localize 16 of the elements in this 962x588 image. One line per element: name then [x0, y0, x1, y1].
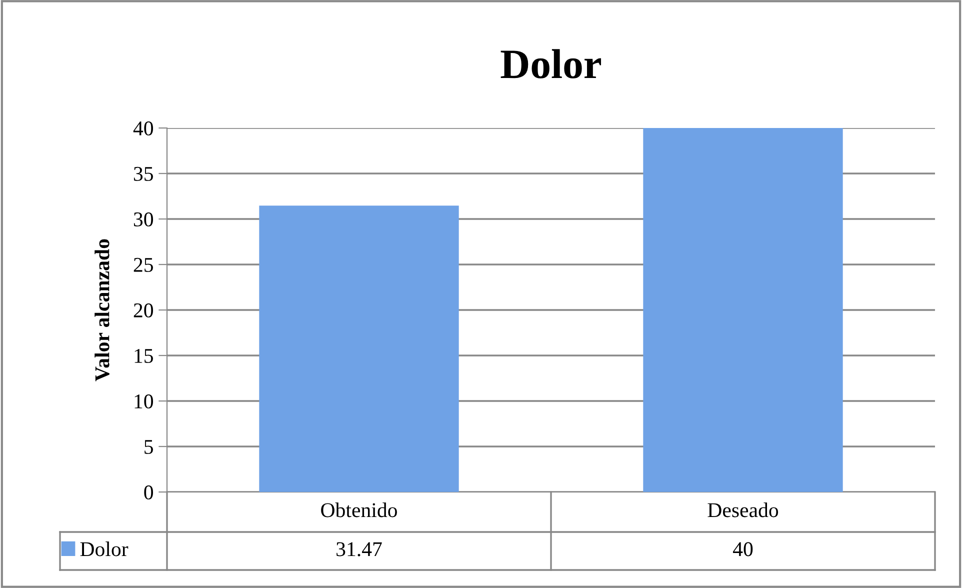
y-tick-label: 20 [134, 303, 154, 318]
y-tick-label: 15 [134, 348, 153, 363]
data-label: 40 [732, 542, 753, 556]
x-tick-label: Deseado [708, 502, 778, 518]
y-tick-label: 30 [134, 212, 154, 226]
y-tick-label: 25 [134, 258, 153, 272]
y-axis-title: Valor alcanzado [94, 239, 110, 382]
chart-title: Dolor [500, 49, 602, 78]
x-tick-label: Obtenido [321, 502, 397, 518]
y-tick-label: 10 [134, 394, 154, 408]
y-tick-label: 5 [144, 440, 153, 454]
y-tick-label: 40 [133, 121, 154, 136]
y-tick-label: 35 [134, 166, 153, 181]
y-tick-label: 0 [144, 485, 154, 500]
legend-label: Dolor [80, 542, 128, 556]
data-label: 31.47 [336, 542, 382, 556]
